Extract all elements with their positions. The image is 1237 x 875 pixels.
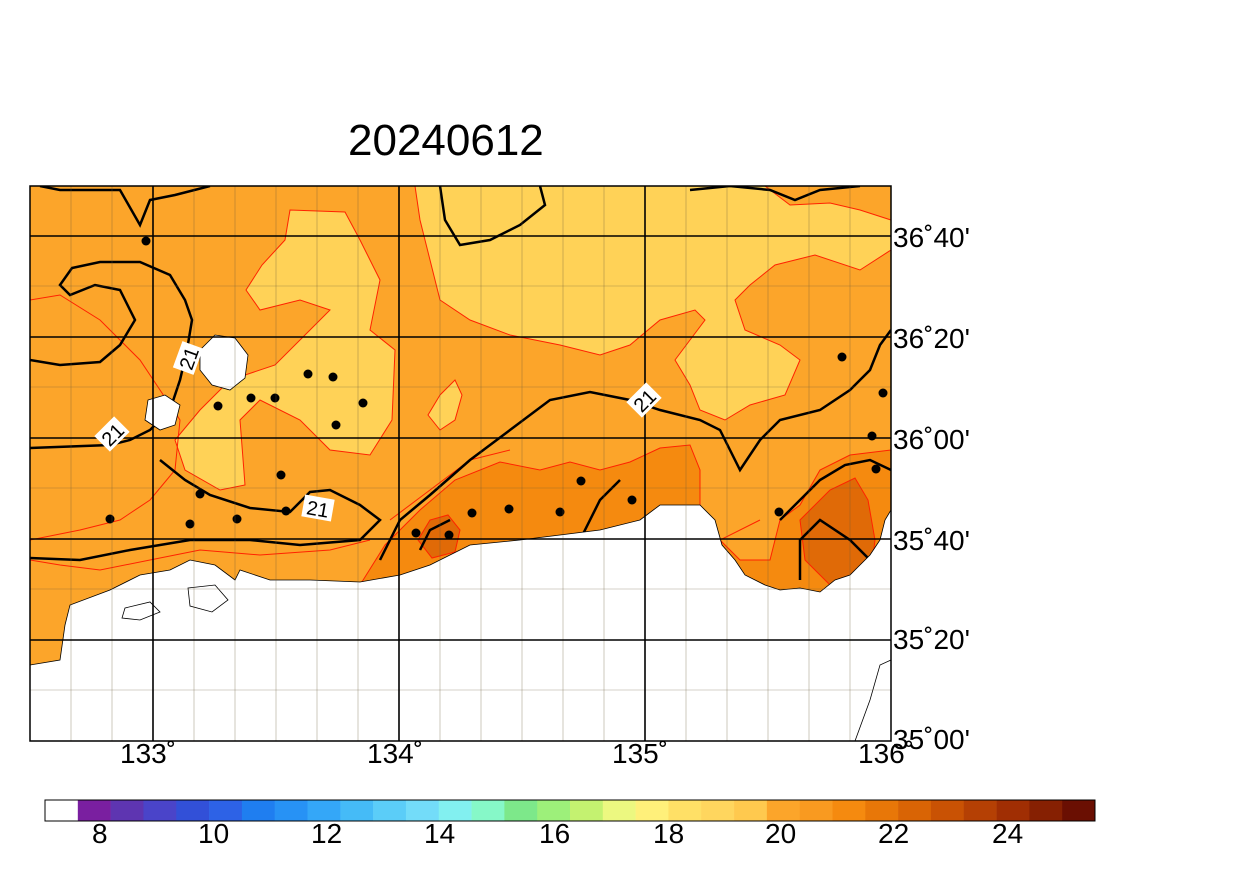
station-dot <box>878 388 888 398</box>
map-plot-area <box>30 186 891 741</box>
station-dot <box>270 393 280 403</box>
colorbar-tick-8: 8 <box>92 818 108 849</box>
colorbar-swatch <box>45 800 79 821</box>
colorbar-swatch <box>701 800 735 821</box>
lon-label-135: 135˚ <box>612 738 669 769</box>
colorbar-swatch <box>799 800 833 821</box>
lat-label-36-40: 36˚40' <box>893 222 970 253</box>
station-dot <box>555 507 565 517</box>
colorbar-swatch <box>996 800 1030 821</box>
station-dot <box>246 393 256 403</box>
colorbar-swatch <box>865 800 899 821</box>
map-grid <box>30 186 891 741</box>
map-title: 20240612 <box>348 116 544 165</box>
station-dot <box>358 398 368 408</box>
colorbar-swatch <box>930 800 965 821</box>
station-dot <box>281 506 291 516</box>
colorbar-swatch <box>570 800 604 821</box>
colorbar-swatch <box>176 800 210 821</box>
land-islet-south <box>121 601 161 621</box>
colorbar-swatch <box>274 800 308 821</box>
station-dot <box>867 431 877 441</box>
lat-label-35-20: 35˚20' <box>893 624 970 655</box>
colorbar-tick-20: 20 <box>765 818 797 849</box>
lat-label-35-40: 35˚40' <box>893 525 970 556</box>
colorbar-tick-16: 16 <box>539 818 571 849</box>
station-dot <box>576 476 586 486</box>
colorbar-swatch <box>1029 800 1063 821</box>
station-dot <box>411 528 421 538</box>
colorbar-tick-24: 24 <box>992 818 1024 849</box>
station-dot <box>213 401 223 411</box>
colorbar-swatch <box>373 800 407 821</box>
contour-label-3: 21 <box>305 497 331 523</box>
land-east-peninsula <box>854 659 891 741</box>
station-dot <box>195 489 205 499</box>
lon-label-136: 136˚ <box>858 738 915 769</box>
colorbar-tick-18: 18 <box>653 818 685 849</box>
colorbar-swatch <box>832 800 866 821</box>
colorbar-swatch <box>766 800 800 821</box>
colorbar-tick-12: 12 <box>311 818 343 849</box>
sst-region-20-21-north <box>414 186 891 421</box>
colorbar-tick-14: 14 <box>424 818 456 849</box>
station-dot <box>105 514 115 524</box>
colorbar-swatch <box>241 800 275 821</box>
colorbar-swatch <box>635 800 669 821</box>
colorbar-swatch <box>307 800 341 821</box>
colorbar-swatch <box>537 800 571 821</box>
colorbar <box>44 799 1096 822</box>
station-dot <box>232 514 242 524</box>
colorbar-frame <box>44 799 1096 822</box>
station-dot <box>331 420 341 430</box>
lat-label-35-00: 35˚00' <box>893 724 970 755</box>
colorbar-swatch <box>734 800 768 821</box>
station-dot <box>444 530 454 540</box>
station-dot <box>185 519 195 529</box>
colorbar-swatch <box>143 800 177 821</box>
lat-label-36-00: 36˚00' <box>893 424 970 455</box>
lat-label-36-20: 36˚20' <box>893 323 970 354</box>
colorbar-swatch <box>898 800 932 821</box>
contour-label-group: 21 21 21 21 <box>94 341 662 523</box>
colorbar-swatch <box>405 800 440 821</box>
colorbar-swatch <box>1062 800 1096 821</box>
colorbar-tick-10: 10 <box>198 818 230 849</box>
lon-label-134: 134˚ <box>367 738 424 769</box>
colorbar-swatch <box>602 800 636 821</box>
land-mainland <box>30 504 891 741</box>
colorbar-swatch <box>209 800 243 821</box>
sst-region-23-24-west <box>417 514 461 559</box>
lon-label-133: 133˚ <box>120 738 177 769</box>
sst-region-20-21-notch <box>427 379 463 431</box>
station-dot <box>774 507 784 517</box>
colorbar-tick-22: 22 <box>878 818 910 849</box>
colorbar-swatch <box>340 800 374 821</box>
colorbar-swatch <box>110 800 144 821</box>
colorbar-swatch <box>963 800 997 821</box>
station-dot <box>504 504 514 514</box>
station-dot <box>837 352 847 362</box>
colorbar-swatch <box>438 800 472 821</box>
station-dot <box>627 495 637 505</box>
colorbar-swatch <box>668 800 702 821</box>
land-dogo-island <box>199 334 249 391</box>
station-dot <box>467 508 477 518</box>
colorbar-swatch <box>77 800 111 821</box>
land-islet-okinoshima <box>187 584 229 613</box>
station-dot <box>276 470 286 480</box>
colorbar-swatch <box>471 800 505 821</box>
station-dot <box>303 369 313 379</box>
station-dot <box>141 236 151 246</box>
station-dot <box>328 372 338 382</box>
station-dot <box>871 464 881 474</box>
colorbar-swatch <box>504 800 538 821</box>
map-frame <box>29 185 892 742</box>
